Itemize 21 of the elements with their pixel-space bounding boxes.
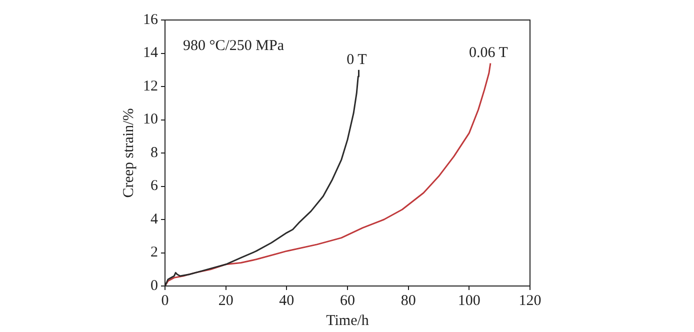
y-tick-label: 0 bbox=[150, 278, 158, 294]
series-label: 0 T bbox=[346, 52, 367, 68]
x-axis-title: Time/h bbox=[326, 312, 370, 329]
y-tick-label: 2 bbox=[150, 244, 158, 261]
annotation: 980 °C/250 MPa bbox=[183, 38, 284, 54]
x-tick-label: 80 bbox=[400, 292, 416, 309]
y-axis-title: Creep strain/% bbox=[120, 108, 137, 198]
x-tick-label: 20 bbox=[218, 292, 234, 309]
y-tick-label: 8 bbox=[150, 144, 158, 161]
y-tick-label: 6 bbox=[150, 178, 158, 194]
series-label: 0.06 T bbox=[469, 45, 508, 62]
x-tick-label: 40 bbox=[279, 292, 294, 309]
y-tick-label: 10 bbox=[143, 112, 158, 128]
y-tick-label: 12 bbox=[143, 78, 158, 94]
y-tick-label: 14 bbox=[143, 45, 158, 62]
x-tick-label: 100 bbox=[458, 292, 480, 309]
x-tick-label: 60 bbox=[340, 292, 355, 309]
y-tick-label: 16 bbox=[143, 12, 158, 28]
x-tick-label: 120 bbox=[518, 292, 542, 309]
x-tick-label: 0 bbox=[161, 292, 169, 309]
y-tick-label: 4 bbox=[150, 211, 158, 228]
